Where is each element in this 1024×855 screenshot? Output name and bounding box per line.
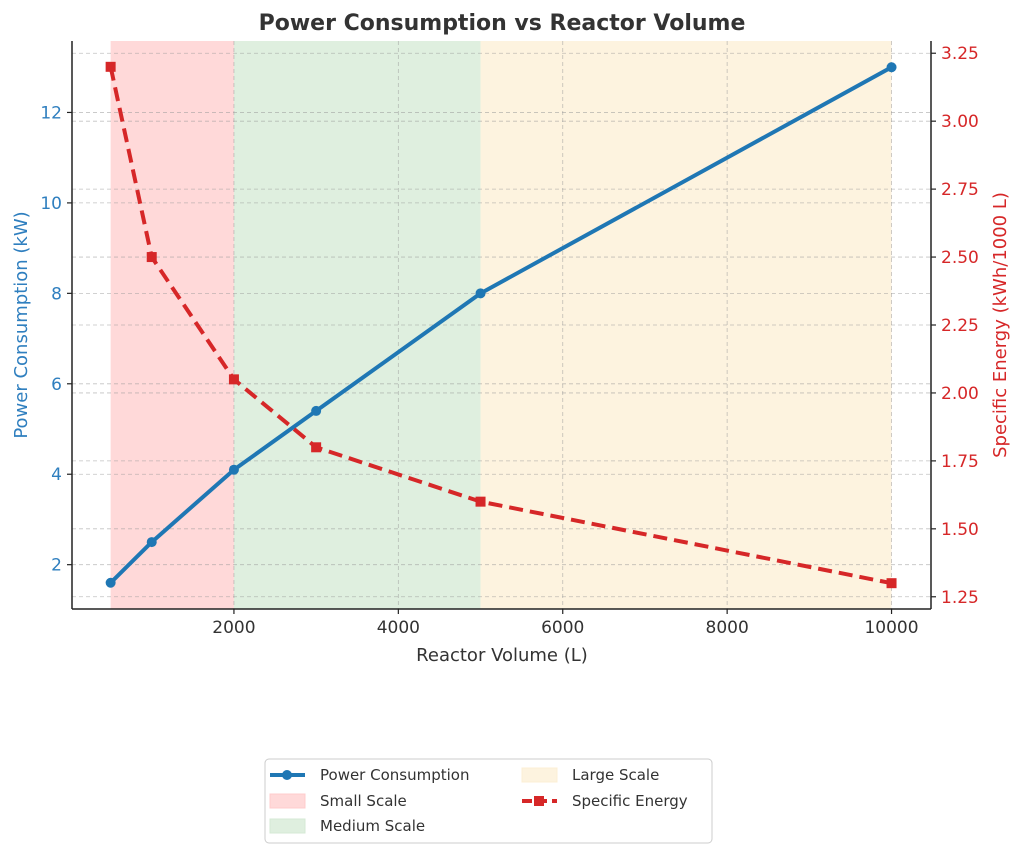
y-right-tick-label: 1.25 — [941, 588, 979, 608]
data-point-specific-energy — [311, 442, 322, 453]
y-right-tick-label: 1.50 — [941, 520, 979, 540]
data-point-power-consumption — [886, 62, 897, 73]
legend-box — [264, 758, 713, 844]
legend-swatch-medium-scale — [269, 818, 306, 834]
legend-label-power-consumption: Power Consumption — [320, 766, 469, 784]
x-axis-label: Reactor Volume (L) — [416, 645, 588, 666]
series-line-power-consumption — [109, 65, 893, 585]
legend-label-specific-energy: Specific Energy — [572, 792, 688, 810]
legend-label-small-scale: Small Scale — [320, 792, 407, 810]
data-point-power-consumption — [228, 464, 239, 475]
legend-label-medium-scale: Medium Scale — [320, 817, 425, 835]
y-axis-label-right: Specific Energy (kWh/1000 L) — [990, 192, 1011, 458]
y-right-tick-label: 3.25 — [941, 44, 979, 64]
y-right-tick-label: 2.00 — [941, 384, 979, 404]
data-point-power-consumption — [475, 288, 486, 299]
data-point-specific-energy — [475, 496, 486, 507]
tick-labels: 2000 4000 6000 8000 10000 2 4 6 8 10 12 1.25 1.50 1.7… — [40, 44, 979, 638]
y-right-tick-label: 1.75 — [941, 452, 979, 472]
x-tick-label: 2000 — [212, 618, 255, 638]
legend-swatch-small-scale — [269, 793, 306, 809]
x-tick-label: 4000 — [377, 618, 420, 638]
legend-marker-specific-energy — [534, 796, 544, 806]
y-right-tick-label: 3.00 — [941, 112, 979, 132]
data-point-specific-energy — [886, 578, 897, 589]
legend: Power Consumption Small Scale Medium Scale… — [264, 758, 713, 844]
y-left-tick-label: 2 — [51, 556, 62, 576]
y-right-tick-label: 2.50 — [941, 248, 979, 268]
x-tick-label: 10000 — [864, 618, 918, 638]
y-right-tick-label: 2.25 — [941, 316, 979, 336]
x-tick-label: 8000 — [706, 618, 749, 638]
y-left-tick-label: 10 — [40, 194, 62, 214]
y-right-tick-label: 2.75 — [941, 180, 979, 200]
chart-title: Power Consumption vs Reactor Volume — [259, 11, 746, 36]
data-point-specific-energy — [146, 252, 157, 263]
legend-swatch-large-scale — [521, 767, 558, 783]
data-point-power-consumption — [105, 577, 116, 588]
data-point-power-consumption — [146, 537, 157, 548]
y-left-tick-label: 8 — [51, 284, 62, 304]
data-point-power-consumption — [311, 405, 322, 416]
legend-label-large-scale: Large Scale — [572, 766, 659, 784]
y-axis-label-left: Power Consumption (kW) — [11, 211, 32, 438]
data-point-specific-energy — [105, 61, 116, 72]
legend-marker-power-consumption — [282, 770, 292, 780]
y-left-tick-label: 12 — [40, 103, 62, 123]
y-left-tick-label: 4 — [51, 465, 62, 485]
y-left-tick-label: 6 — [51, 375, 62, 395]
grid-lines — [72, 41, 931, 609]
series-lines — [105, 61, 897, 589]
x-tick-label: 6000 — [541, 618, 584, 638]
data-point-specific-energy — [228, 374, 239, 385]
